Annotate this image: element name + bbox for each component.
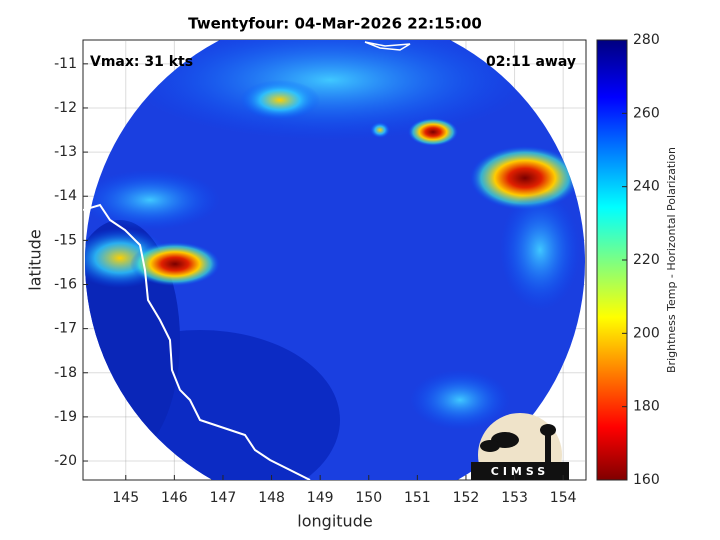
y-tick-label: -13 xyxy=(54,144,77,160)
cimss-logo xyxy=(471,413,569,480)
x-tick-label: 152 xyxy=(453,490,480,506)
colorbar-tick-label: 280 xyxy=(633,32,660,48)
y-tick-label: -19 xyxy=(54,409,77,425)
x-tick-label: 153 xyxy=(501,490,528,506)
colorbar-tick-label: 200 xyxy=(633,325,660,341)
x-tick-label: 154 xyxy=(550,490,577,506)
y-tick-label: -18 xyxy=(54,365,77,381)
annotation: 02:11 away xyxy=(486,54,576,70)
y-tick-label: -11 xyxy=(54,56,77,72)
y-tick-label: -12 xyxy=(54,100,77,116)
colorbar-tick-label: 160 xyxy=(633,472,660,488)
x-tick-label: 146 xyxy=(161,490,188,506)
colorbar-tick-label: 240 xyxy=(633,179,660,195)
x-tick-label: 149 xyxy=(307,490,334,506)
y-tick-label: -16 xyxy=(54,276,77,292)
colorbar-tick-label: 260 xyxy=(633,105,660,121)
chart-title: Twentyfour: 04-Mar-2026 22:15:00 xyxy=(188,15,482,33)
annotation: Vmax: 31 kts xyxy=(90,54,193,70)
x-tick-label: 148 xyxy=(258,490,285,506)
logo-text: CIMSS xyxy=(491,465,549,478)
x-tick-label: 151 xyxy=(404,490,431,506)
x-axis-label: longitude xyxy=(297,512,372,531)
y-tick-label: -17 xyxy=(54,321,77,337)
y-tick-label: -14 xyxy=(54,188,77,204)
colorbar-label: Brightness Temp - Horizontal Polarizatio… xyxy=(665,147,678,373)
colorbar-tick-label: 180 xyxy=(633,399,660,415)
colorbar-tick-label: 220 xyxy=(633,252,660,268)
x-tick-label: 150 xyxy=(355,490,382,506)
y-axis-label: latitude xyxy=(26,229,45,290)
x-tick-label: 145 xyxy=(112,490,139,506)
x-tick-label: 147 xyxy=(210,490,237,506)
y-tick-label: -20 xyxy=(54,453,77,469)
y-tick-label: -15 xyxy=(54,232,77,248)
